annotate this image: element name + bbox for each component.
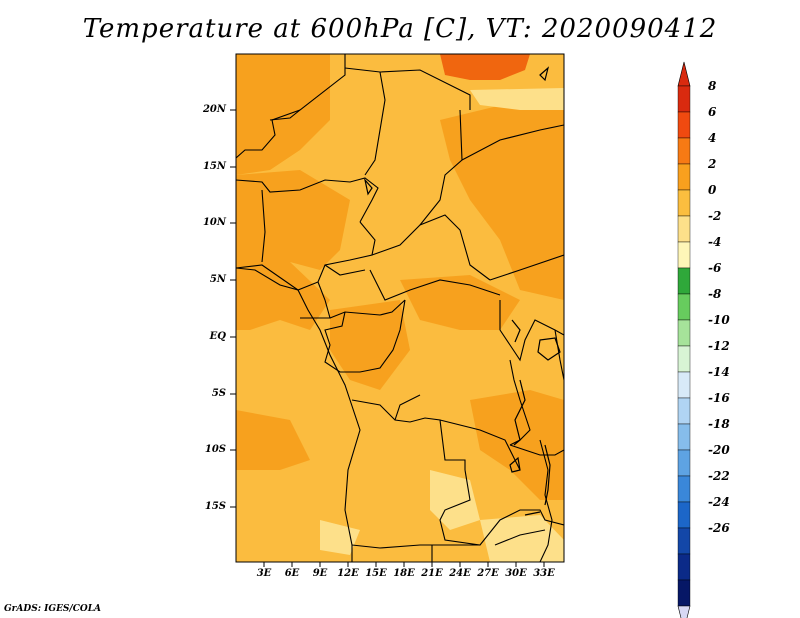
colorbar-label: -24: [708, 495, 730, 509]
lon-label-30e: 30E: [505, 568, 527, 579]
colorbar-label: -2: [708, 209, 722, 223]
lat-label-eq: EQ: [209, 331, 226, 342]
map-title: Temperature at 600hPa [C], VT: 202009041…: [82, 14, 718, 44]
colorbar-swatch: [677, 397, 691, 425]
lon-label-33e: 33E: [533, 568, 555, 579]
warm-region-gulf: [236, 262, 330, 330]
warm-region-car: [400, 275, 520, 330]
colorbar-swatch: [677, 501, 691, 529]
colorbar-label: -10: [708, 313, 730, 327]
colorbar-swatch: [677, 449, 691, 477]
lat-label-10s: 10S: [204, 444, 226, 455]
colorbar-swatch: [677, 111, 691, 139]
lat-label-10n: 10N: [202, 217, 226, 228]
colorbar-label: 8: [708, 79, 717, 93]
lake-albert: [511, 319, 521, 343]
cool-region-zimbabwe: [480, 515, 564, 562]
colorbar-label: -20: [708, 443, 730, 457]
temperature-field: [236, 54, 564, 562]
colorbar-swatch: [677, 163, 691, 191]
colorbar-swatch: [677, 215, 691, 243]
lon-label-18e: 18E: [393, 568, 415, 579]
lon-label-9e: 9E: [312, 568, 328, 579]
colorbar-label: 2: [708, 157, 717, 171]
colorbar-swatch: [677, 241, 691, 269]
colorbar: [677, 61, 691, 618]
colorbar-top-arrow: [677, 61, 691, 87]
colorbar-label: -16: [708, 391, 730, 405]
colorbar-swatch: [677, 553, 691, 581]
lake-nasser: [539, 66, 550, 82]
lat-label-5n: 5N: [209, 274, 226, 285]
colorbar-swatch: [677, 267, 691, 295]
colorbar-swatch: [677, 527, 691, 555]
country-borders: [236, 54, 564, 562]
lon-label-6e: 6E: [284, 568, 300, 579]
hot-region-north: [440, 54, 530, 80]
colorbar-bottom-arrow: [677, 605, 691, 618]
colorbar-swatch: [677, 85, 691, 113]
lat-label-15s: 15S: [204, 501, 226, 512]
lake-tanganyika: [513, 379, 526, 446]
colorbar-swatch: [677, 371, 691, 399]
lakes: [363, 66, 561, 516]
cool-region-libya: [470, 88, 564, 110]
lon-label-27e: 27E: [477, 568, 499, 579]
warm-region-southwest: [236, 410, 310, 470]
warm-region-gabon: [330, 300, 410, 390]
colorbar-label: -12: [708, 339, 730, 353]
colorbar-swatch: [677, 475, 691, 503]
warm-region-nigeria: [236, 170, 350, 270]
lon-label-21e: 21E: [421, 568, 443, 579]
lon-label-12e: 12E: [337, 568, 359, 579]
colorbar-label: -4: [708, 235, 722, 249]
colorbar-swatch: [677, 423, 691, 451]
colorbar-label: 0: [708, 183, 717, 197]
colorbar-label: 6: [708, 105, 717, 119]
colorbar-label: -6: [708, 261, 722, 275]
warm-region-southeast: [470, 390, 564, 500]
lake-victoria: [537, 337, 561, 361]
lon-ticks: [263, 562, 545, 567]
colorbar-swatch: [677, 137, 691, 165]
colorbar-swatch: [677, 579, 691, 607]
colorbar-label: -26: [708, 521, 730, 535]
lat-ticks: [230, 109, 236, 508]
map-frame: [235, 53, 565, 563]
colorbar-label: -14: [708, 365, 730, 379]
colorbar-label: -18: [708, 417, 730, 431]
colorbar-label: -8: [708, 287, 722, 301]
colorbar-swatch: [677, 189, 691, 217]
lat-label-5s: 5S: [211, 388, 226, 399]
lake-kariba: [524, 511, 541, 516]
colorbar-swatch: [677, 345, 691, 373]
colorbar-swatch: [677, 319, 691, 347]
lake-mweru: [509, 456, 521, 473]
lake-malawi: [544, 444, 551, 506]
lon-label-24e: 24E: [449, 568, 471, 579]
lon-label-3e: 3E: [256, 568, 272, 579]
colorbar-label: 4: [708, 131, 717, 145]
lat-label-20n: 20N: [202, 104, 226, 115]
lon-label-15e: 15E: [365, 568, 387, 579]
colorbar-swatch: [677, 293, 691, 321]
warm-region-northwest: [236, 54, 330, 175]
grads-credit: GrADS: IGES/COLA: [4, 604, 102, 614]
lake-chad: [363, 177, 373, 196]
colorbar-label: -22: [708, 469, 730, 483]
warm-region-sudan: [440, 90, 564, 300]
lat-label-15n: 15N: [202, 161, 226, 172]
cool-region-angola: [320, 520, 360, 555]
